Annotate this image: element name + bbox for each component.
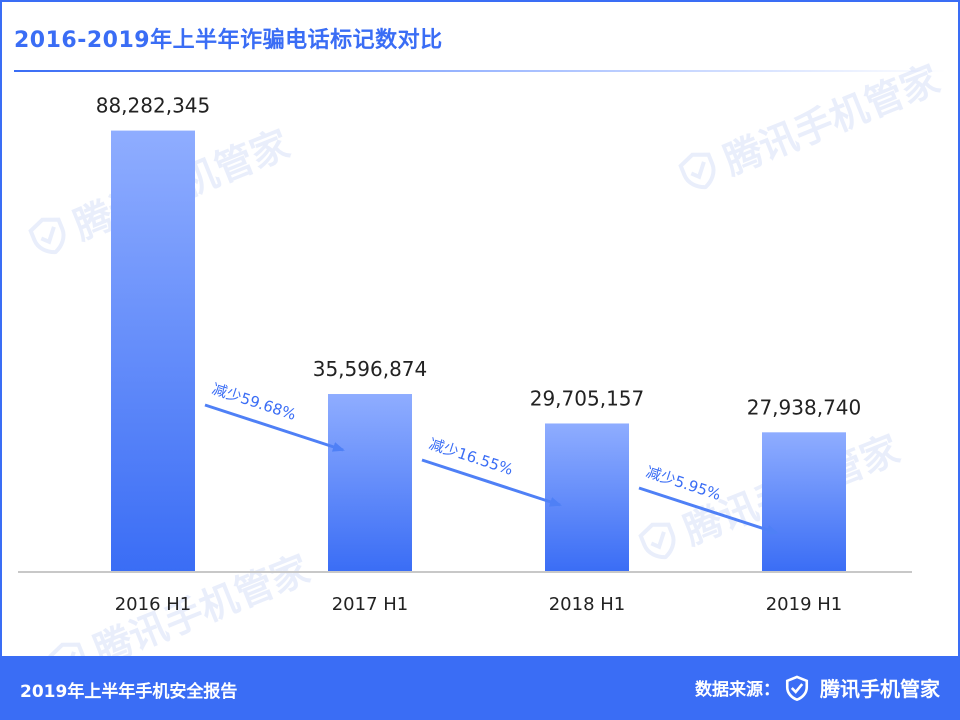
bar-chart: 88,282,345 2016 H1 35,596,874 2017 H1 29,705… [18,94,912,615]
footer-bar: 2019年上半年手机安全报告 数据来源： 腾讯手机管家 [0,656,960,720]
title-divider [14,70,946,72]
data-source: 数据来源： 腾讯手机管家 [695,673,940,702]
bars-group [111,130,846,573]
bar-2019-h1 [762,432,846,572]
decrease-annotation: 减少5.95% [644,463,723,504]
report-name: 2019年上半年手机安全报告 [20,682,238,702]
data-label: 27,938,740 [747,395,862,419]
source-label: 数据来源： [695,680,780,700]
x-tick-label: 2016 H1 [115,594,192,615]
x-tick-label: 2017 H1 [332,594,409,615]
chart-title: 2016-2019年上半年诈骗电话标记数对比 [14,28,443,53]
decrease-annotation: 减少16.55% [427,435,515,479]
data-label: 29,705,157 [530,386,645,410]
data-label: 35,596,874 [313,357,428,381]
brand-name: 腾讯手机管家 [820,677,940,701]
bar-2016-h1 [111,130,195,573]
shield-check-icon [785,675,809,701]
decrease-arrow [204,403,345,452]
bar-2017-h1 [328,394,412,572]
arrows-group: 减少59.68% 减少16.55% 减少5.95% [204,380,779,535]
bar-2018-h1 [545,423,629,572]
x-tick-label: 2019 H1 [766,594,843,615]
decrease-arrow [421,458,562,507]
data-label: 88,282,345 [96,94,211,118]
labels-group: 88,282,345 2016 H1 35,596,874 2017 H1 29,705… [96,94,862,615]
x-tick-label: 2018 H1 [549,594,626,615]
decrease-annotation: 减少59.68% [210,380,298,424]
decrease-arrow [638,486,779,535]
